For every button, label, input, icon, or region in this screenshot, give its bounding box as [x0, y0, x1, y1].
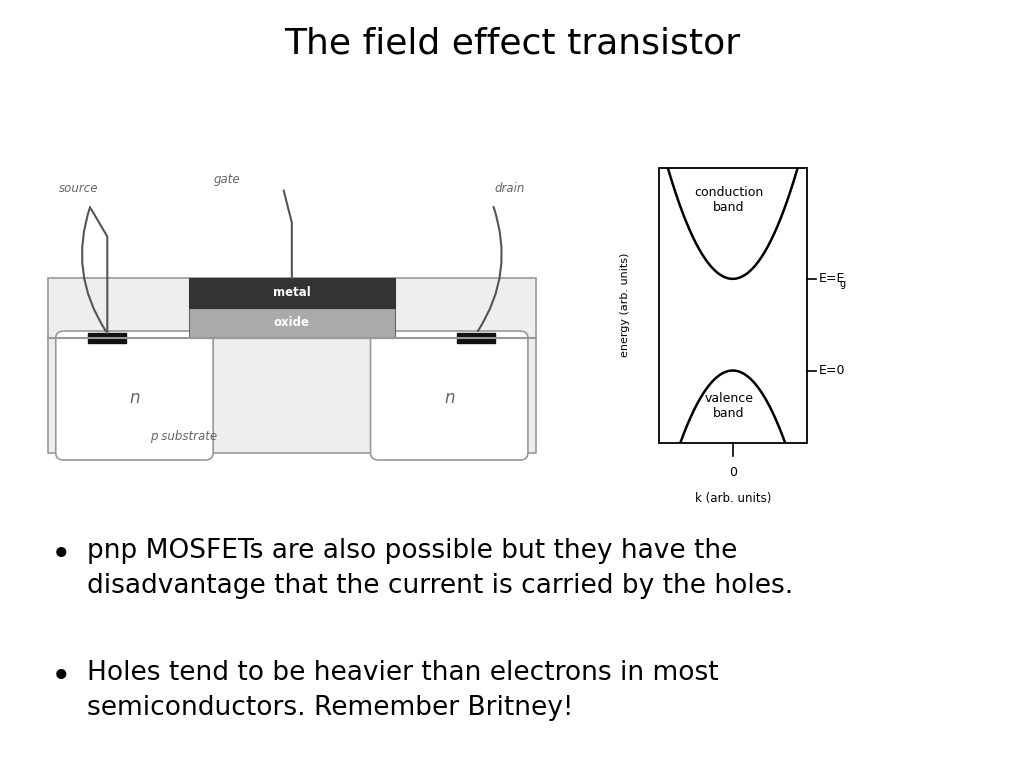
Text: k (arb. units): k (arb. units): [694, 492, 771, 505]
Text: E=0: E=0: [818, 364, 845, 377]
Text: energy (arb. units): energy (arb. units): [621, 253, 631, 357]
Text: oxide: oxide: [273, 316, 310, 329]
Text: pnp MOSFETs are also possible but they have the
disadvantage that the current is: pnp MOSFETs are also possible but they h…: [87, 538, 794, 598]
Bar: [458, 333, 496, 343]
Bar: [658, 167, 807, 442]
Text: •: •: [51, 538, 72, 571]
Text: E=E: E=E: [818, 273, 845, 286]
Text: metal: metal: [273, 286, 310, 300]
Text: g: g: [840, 279, 846, 289]
Text: •: •: [51, 660, 72, 694]
Bar: [188, 308, 395, 338]
Text: The field effect transistor: The field effect transistor: [284, 27, 740, 61]
Text: valence
band: valence band: [705, 392, 754, 420]
Text: drain: drain: [495, 182, 525, 195]
Text: source: source: [58, 182, 98, 195]
Text: conduction
band: conduction band: [694, 187, 764, 214]
Text: 0: 0: [729, 466, 736, 479]
Text: n: n: [444, 389, 455, 407]
FancyBboxPatch shape: [371, 331, 528, 460]
FancyBboxPatch shape: [55, 331, 213, 460]
Text: gate: gate: [213, 173, 240, 186]
Bar: [188, 278, 395, 308]
Text: n: n: [129, 389, 139, 407]
Text: Holes tend to be heavier than electrons in most
semiconductors. Remember Britney: Holes tend to be heavier than electrons …: [87, 660, 719, 721]
Bar: [88, 333, 126, 343]
Bar: [47, 278, 537, 453]
Text: p substrate: p substrate: [150, 431, 217, 443]
